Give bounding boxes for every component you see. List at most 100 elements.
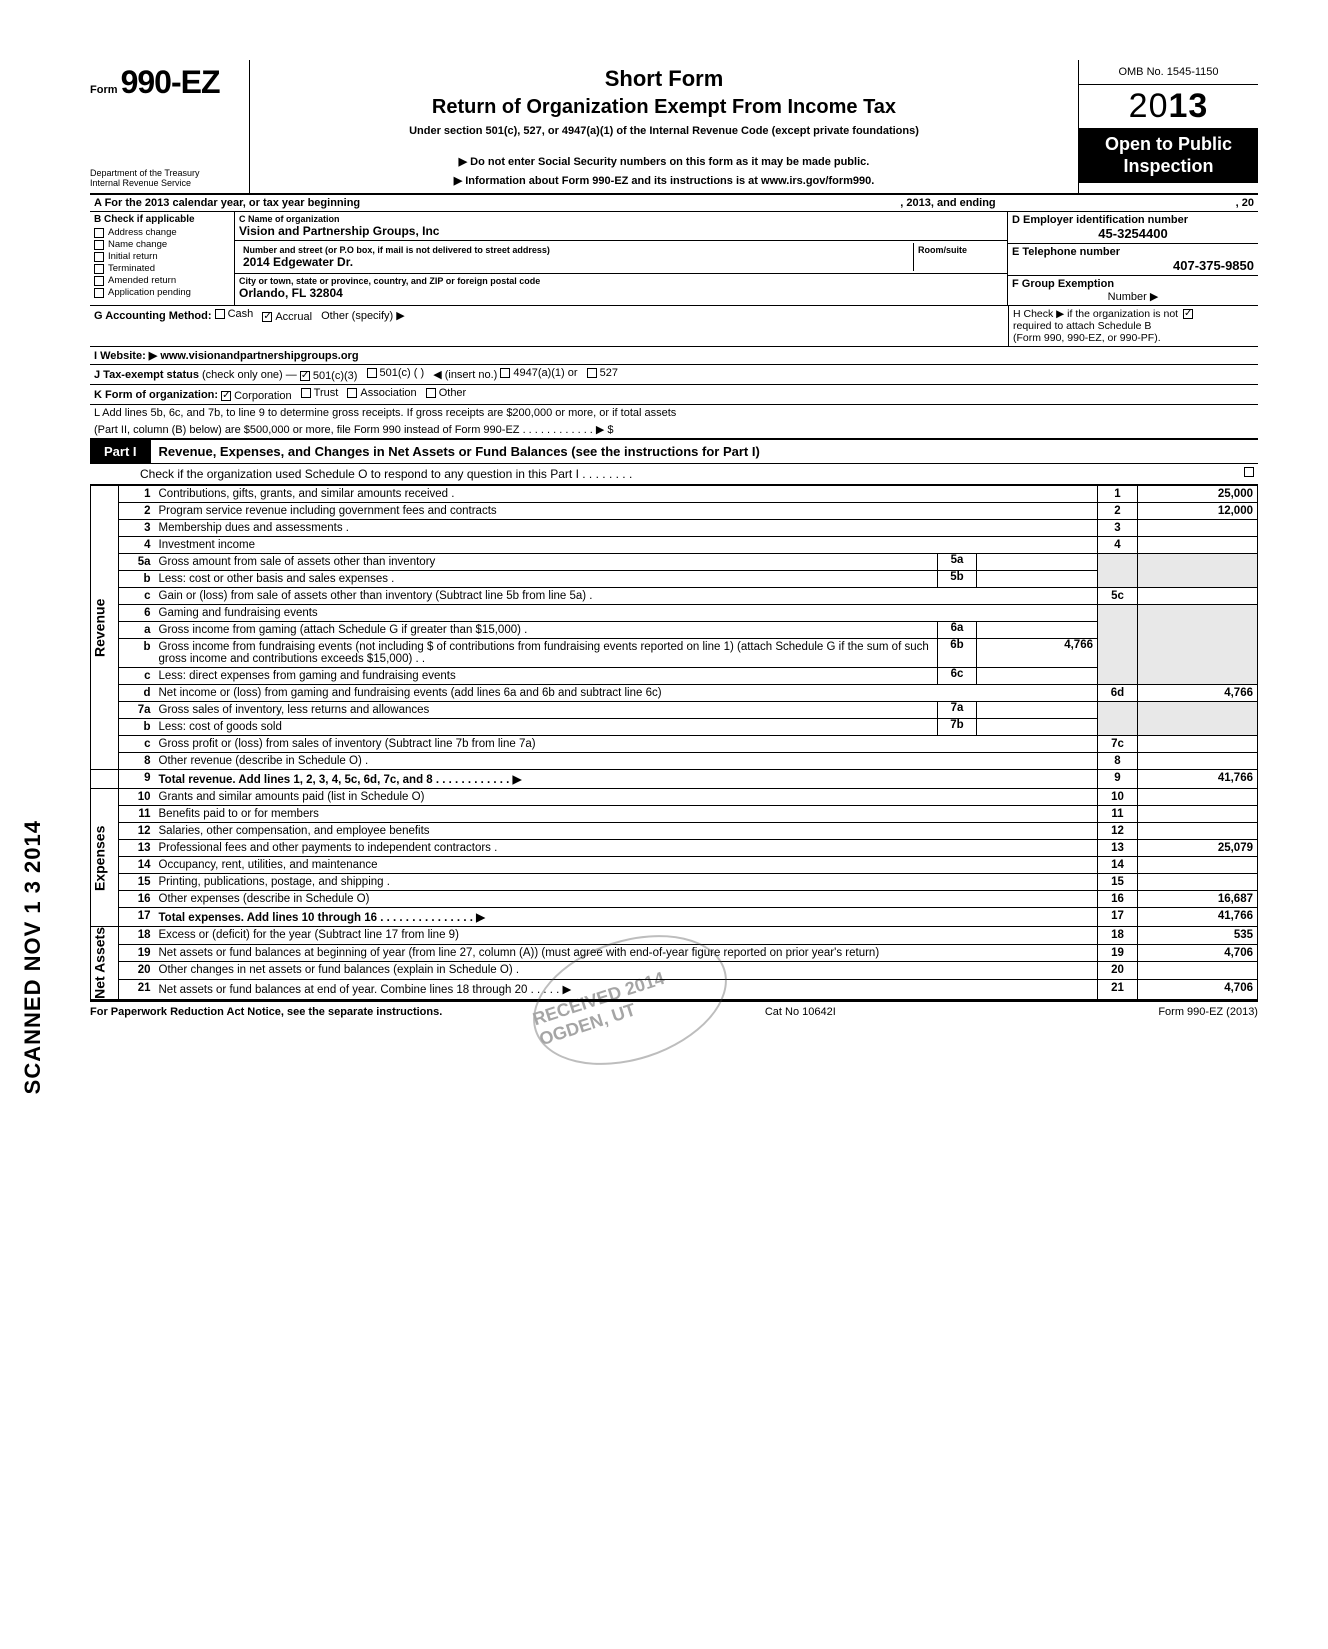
line-box: 13	[1098, 840, 1138, 857]
no-ssn-warning: ▶ Do not enter Social Security numbers o…	[260, 155, 1068, 168]
line-1: Revenue 1 Contributions, gifts, grants, …	[91, 486, 1258, 503]
chk-terminated[interactable]: Terminated	[94, 263, 230, 274]
chk-527[interactable]: 527	[587, 367, 618, 379]
line-num: 4	[119, 537, 155, 554]
org-addr-block: Number and street (or P.O box, if mail i…	[235, 241, 1007, 274]
h-line3: (Form 990, 990-EZ, or 990-PF).	[1013, 332, 1254, 344]
line-2: 2Program service revenue including gover…	[91, 503, 1258, 520]
line-amt	[1138, 736, 1258, 753]
line-desc: Other changes in net assets or fund bala…	[155, 962, 1098, 980]
chk-accrual[interactable]: Accrual	[262, 311, 312, 323]
chk-4947[interactable]: 4947(a)(1) or	[500, 367, 577, 379]
line-5b: bLess: cost or other basis and sales exp…	[91, 571, 1258, 588]
city-value: Orlando, FL 32804	[239, 286, 1003, 300]
line-6d: dNet income or (loss) from gaming and fu…	[91, 685, 1258, 702]
row-l1: L Add lines 5b, 6c, and 7b, to line 9 to…	[90, 405, 1258, 421]
line-18: Net Assets18Excess or (deficit) for the …	[91, 927, 1258, 945]
tax-year: 2013	[1079, 85, 1258, 128]
row-g: G Accounting Method: Cash Accrual Other …	[90, 306, 1008, 346]
row-j: J Tax-exempt status (check only one) — 5…	[90, 365, 1258, 385]
line-13: 13Professional fees and other payments t…	[91, 840, 1258, 857]
org-name-block: C Name of organization Vision and Partne…	[235, 212, 1007, 241]
line-box: 4	[1098, 537, 1138, 554]
line-num: 12	[119, 823, 155, 840]
chk-label: Name change	[108, 239, 167, 250]
part-1-check-text: Check if the organization used Schedule …	[140, 467, 632, 481]
form-label: Form	[90, 84, 118, 96]
other-specify: Other (specify) ▶	[321, 310, 405, 322]
chk-label: Accrual	[275, 311, 312, 323]
ein-value: 45-3254400	[1012, 226, 1254, 241]
line-num: a	[119, 622, 155, 639]
phone-value: 407-375-9850	[1012, 258, 1254, 273]
group-ex-label: F Group Exemption	[1012, 278, 1254, 290]
chk-amended[interactable]: Amended return	[94, 275, 230, 286]
website-line: I Website: ▶ www.visionandpartnershipgro…	[94, 350, 359, 362]
chk-other-org[interactable]: Other	[426, 387, 467, 399]
inner-box: 5b	[937, 571, 977, 587]
group-ex-number: Number ▶	[1012, 290, 1254, 303]
part-1-title: Revenue, Expenses, and Changes in Net As…	[151, 440, 768, 463]
info-line: ▶ Information about Form 990-EZ and its …	[260, 174, 1068, 187]
line-num: 17	[119, 908, 155, 927]
chk-trust[interactable]: Trust	[301, 387, 339, 399]
line-11: 11Benefits paid to or for members11	[91, 806, 1258, 823]
line-amt	[1138, 857, 1258, 874]
line-7b: bLess: cost of goods sold7b	[91, 719, 1258, 736]
year-bold: 13	[1169, 87, 1209, 125]
line-box: 14	[1098, 857, 1138, 874]
short-form-title: Short Form	[260, 66, 1068, 92]
footer-right: Form 990-EZ (2013)	[1158, 1006, 1258, 1018]
line-desc: Gross amount from sale of assets other t…	[155, 554, 938, 570]
line-box: 18	[1098, 927, 1138, 945]
inner-box: 7b	[937, 719, 977, 735]
scanned-stamp: SCANNED NOV 1 3 2014	[20, 820, 46, 1094]
chk-label: Address change	[108, 227, 177, 238]
row-l2: (Part II, column (B) below) are $500,000…	[90, 421, 1258, 439]
chk-schedule-o[interactable]	[1244, 467, 1254, 477]
line-amt	[1138, 537, 1258, 554]
chk-corp[interactable]: Corporation	[221, 390, 291, 402]
form-page: Form 990-EZ Department of the Treasury I…	[90, 60, 1258, 1022]
chk-assoc[interactable]: Association	[347, 387, 416, 399]
chk-name-change[interactable]: Name change	[94, 239, 230, 250]
row-a-mid: , 2013, and ending	[900, 197, 995, 209]
chk-cash[interactable]: Cash	[215, 308, 254, 320]
line-desc: Gain or (loss) from sale of assets other…	[155, 588, 1098, 605]
footer-left: For Paperwork Reduction Act Notice, see …	[90, 1006, 442, 1018]
line-desc: Net income or (loss) from gaming and fun…	[155, 685, 1098, 702]
chk-address-change[interactable]: Address change	[94, 227, 230, 238]
addr-label: Number and street (or P.O box, if mail i…	[243, 245, 909, 255]
org-name-value: Vision and Partnership Groups, Inc	[239, 224, 1003, 238]
chk-501c3[interactable]: 501(c)(3)	[300, 370, 358, 382]
line-amt: 16,687	[1138, 891, 1258, 908]
line-box: 17	[1098, 908, 1138, 927]
line-16: 16Other expenses (describe in Schedule O…	[91, 891, 1258, 908]
inner-amt	[977, 668, 1097, 684]
line-desc: Gross profit or (loss) from sales of inv…	[155, 736, 1098, 753]
line-num: 15	[119, 874, 155, 891]
line-num: d	[119, 685, 155, 702]
line-num: c	[119, 588, 155, 605]
city-label: City or town, state or province, country…	[239, 276, 1003, 286]
chk-schedule-b[interactable]	[1183, 309, 1193, 319]
line-desc: Total revenue. Add lines 1, 2, 3, 4, 5c,…	[159, 774, 522, 786]
year-prefix: 20	[1129, 87, 1169, 125]
line-amt: 4,706	[1138, 980, 1258, 1000]
chk-app-pending[interactable]: Application pending	[94, 287, 230, 298]
header-right: OMB No. 1545-1150 2013 Open to Public In…	[1078, 60, 1258, 193]
row-h: H Check ▶ if the organization is not req…	[1008, 306, 1258, 346]
line-box: 3	[1098, 520, 1138, 537]
header-left: Form 990-EZ Department of the Treasury I…	[90, 60, 250, 193]
line-num: 5a	[119, 554, 155, 571]
line-amt: 25,000	[1138, 486, 1258, 503]
line-desc: Other expenses (describe in Schedule O)	[155, 891, 1098, 908]
line-10: Expenses10Grants and similar amounts pai…	[91, 789, 1258, 806]
line-desc: Net assets or fund balances at end of ye…	[155, 980, 1098, 1000]
chk-initial-return[interactable]: Initial return	[94, 251, 230, 262]
line-box: 10	[1098, 789, 1138, 806]
chk-label: Terminated	[108, 263, 155, 274]
line-num: c	[119, 736, 155, 753]
chk-501c[interactable]: 501(c) ( )	[367, 367, 425, 379]
line-5a: 5aGross amount from sale of assets other…	[91, 554, 1258, 571]
